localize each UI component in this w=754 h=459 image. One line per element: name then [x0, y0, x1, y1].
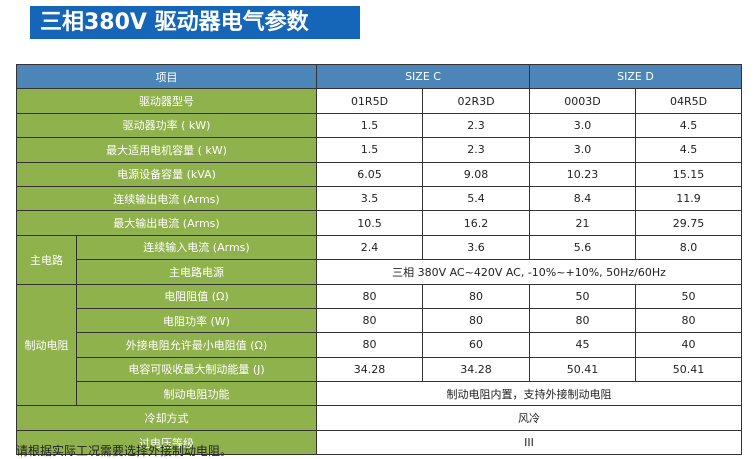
table-cell: 0003D	[529, 88, 637, 114]
table-cell: 80	[421, 283, 531, 309]
table-cell: 三相 380V AC~420V AC, -10%~+10%, 50Hz/60Hz	[315, 259, 743, 285]
table-row: 制动电阻 电阻阻值 (Ω) 80 80 50 50	[16, 283, 743, 407]
page-title: 三相380V 驱动器电气参数	[30, 6, 360, 39]
row-label: 外接电阻允许最小电阻值 (Ω)	[76, 332, 317, 358]
table-cell: 80	[316, 307, 423, 334]
table-cell: 80	[635, 307, 743, 334]
row-label: 连续输入电流 (Arms)	[76, 234, 317, 261]
table-cell: 15.15	[635, 161, 743, 187]
row-label: 驱动器功率 ( kW)	[16, 112, 317, 139]
table-cell: 29.75	[635, 210, 743, 236]
table-cell: 6.05	[316, 161, 423, 187]
table-row: 冷却方式 风冷	[16, 405, 743, 431]
table-cell: 4.5	[635, 137, 743, 163]
header-size-c: SIZE C	[315, 63, 531, 90]
table-cell: 1.5	[316, 112, 423, 139]
table-cell: 50.41	[529, 356, 637, 383]
table-row: 最大输出电流 (Arms) 10.5 16.2 21 29.75	[16, 210, 743, 236]
table-cell: 16.2	[421, 210, 531, 236]
table-row: 主电路电源 三相 380V AC~420V AC, -10%~+10%, 50H…	[17, 259, 743, 285]
row-label: 冷却方式	[16, 405, 317, 431]
table-cell: 5.6	[529, 234, 637, 261]
table-row: 制动电阻功能 制动电阻内置，支持外接制动电阻	[17, 381, 743, 407]
table-cell: 1.5	[316, 137, 423, 163]
table-cell: 3.6	[421, 234, 531, 261]
table-cell: 01R5D	[316, 88, 423, 114]
table-cell: 3.0	[529, 137, 637, 163]
row-label: 连续输出电流 (Arms)	[16, 185, 317, 212]
table-cell: 3.0	[529, 112, 637, 139]
table-cell: 2.3	[421, 137, 531, 163]
table-row: 驱动器功率 ( kW) 1.5 2.3 3.0 4.5	[16, 112, 743, 139]
table-cell: 34.28	[421, 356, 531, 383]
row-label: 电阻阻值 (Ω)	[76, 283, 317, 309]
table-cell: 34.28	[316, 356, 423, 383]
table-cell: 2.4	[316, 234, 423, 261]
table-row: 驱动器型号 01R5D 02R3D 0003D 04R5D	[16, 88, 743, 114]
row-label: 驱动器型号	[16, 88, 317, 114]
table-cell: 02R3D	[421, 88, 531, 114]
table-row: 主电路 连续输入电流 (Arms) 2.4 3.6 5.6 8.0	[16, 234, 743, 285]
table-cell: 45	[529, 332, 637, 358]
row-label: 最大输出电流 (Arms)	[16, 210, 317, 236]
table-cell: 10.23	[529, 161, 637, 187]
header-item: 项目	[16, 63, 317, 90]
table-cell: 风冷	[315, 405, 743, 431]
table-cell: 60	[421, 332, 531, 358]
table-row: 电源设备容量 (kVA) 6.05 9.08 10.23 15.15	[16, 161, 743, 187]
table-cell: 50	[529, 283, 637, 309]
table-row: 电容可吸收最大制动能量 (J) 34.28 34.28 50.41 50.41	[17, 356, 743, 383]
table-cell: 50.41	[635, 356, 743, 383]
table-cell: 10.5	[316, 210, 423, 236]
table-cell: 4.5	[635, 112, 743, 139]
row-label: 最大适用电机容量 ( kW)	[16, 137, 317, 163]
table-cell: 80	[316, 283, 423, 309]
table-row: 最大适用电机容量 ( kW) 1.5 2.3 3.0 4.5	[16, 137, 743, 163]
table-cell: 8.0	[635, 234, 743, 261]
table-cell: 40	[635, 332, 743, 358]
table-row: 过电压等级 III	[16, 429, 743, 456]
table-row: 连续输出电流 (Arms) 3.5 5.4 8.4 11.9	[16, 185, 743, 212]
electrical-spec-table: 项目 SIZE C SIZE D 驱动器型号 01R5D 02R3D 0003D…	[16, 63, 743, 456]
table-cell: 21	[529, 210, 637, 236]
table-header-row: 项目 SIZE C SIZE D	[16, 63, 743, 90]
table-cell: 3.5	[316, 185, 423, 212]
table-cell: 9.08	[421, 161, 531, 187]
row-label: 电源设备容量 (kVA)	[16, 161, 317, 187]
table-cell: 80	[421, 307, 531, 334]
table-cell: 2.3	[421, 112, 531, 139]
table-cell: 80	[529, 307, 637, 334]
table-cell: 80	[316, 332, 423, 358]
table-cell: 制动电阻内置，支持外接制动电阻	[315, 381, 743, 407]
table-cell: 11.9	[635, 185, 743, 212]
table-row: 电阻功率 (W) 80 80 80 80	[17, 307, 743, 334]
row-label: 制动电阻功能	[76, 381, 317, 407]
table-cell: 8.4	[529, 185, 637, 212]
table-cell: 04R5D	[635, 88, 743, 114]
table-cell: III	[315, 429, 743, 456]
row-label: 电阻功率 (W)	[76, 307, 317, 334]
row-label: 电容可吸收最大制动能量 (J)	[76, 356, 317, 383]
row-label: 主电路电源	[76, 259, 317, 285]
group-label-main-circuit: 主电路	[16, 234, 77, 285]
group-label-brake-resistor: 制动电阻	[16, 283, 77, 407]
table-cell: 5.4	[421, 185, 531, 212]
header-size-d: SIZE D	[529, 63, 743, 90]
row-label: 过电压等级	[16, 429, 317, 456]
footnote: 请根据实际工况需要选择外接制动电阻。	[16, 444, 233, 458]
table-row: 外接电阻允许最小电阻值 (Ω) 80 60 45 40	[17, 332, 743, 358]
table-cell: 50	[635, 283, 743, 309]
